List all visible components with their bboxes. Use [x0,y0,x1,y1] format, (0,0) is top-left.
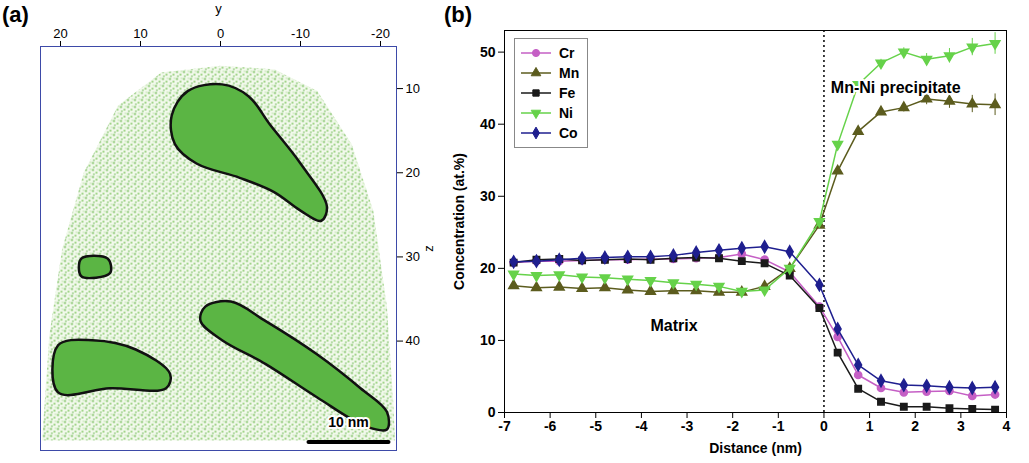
svg-text:-1: -1 [772,418,785,434]
svg-text:-5: -5 [590,418,603,434]
svg-text:Matrix: Matrix [651,317,698,334]
svg-text:0: 0 [488,404,496,420]
svg-text:Distance (nm): Distance (nm) [709,440,802,456]
svg-text:0: 0 [820,418,828,434]
html-text:Fe: Fe [559,85,576,101]
svg-text:1: 1 [866,418,874,434]
svg-text:20: 20 [53,26,67,41]
html-text:Cr: Cr [559,45,575,61]
svg-text:20: 20 [406,165,420,180]
svg-text:50: 50 [480,44,496,60]
svg-text:10: 10 [480,332,496,348]
svg-text:y: y [215,1,222,16]
html-text:(a): (a) [2,2,29,27]
svg-text:40: 40 [480,116,496,132]
svg-text:Concentration (at.%): Concentration (at.%) [451,153,467,290]
svg-text:-6: -6 [544,418,557,434]
svg-text:-20: -20 [371,26,390,41]
svg-text:-3: -3 [681,418,694,434]
svg-text:3: 3 [957,418,965,434]
svg-text:20: 20 [480,260,496,276]
svg-text:40: 40 [406,333,420,348]
html-text:Co: Co [559,125,578,141]
svg-text:-2: -2 [726,418,739,434]
svg-text:0: 0 [217,26,224,41]
svg-text:z: z [421,245,436,252]
svg-text:-7: -7 [498,418,511,434]
html-text:(b): (b) [444,2,473,27]
svg-text:-10: -10 [291,26,310,41]
svg-text:2: 2 [911,418,919,434]
svg-text:10: 10 [133,26,147,41]
svg-text:30: 30 [406,249,420,264]
html-text:Ni: Ni [559,105,573,121]
svg-text:4: 4 [1003,418,1011,434]
html-text:Mn: Mn [559,65,580,81]
svg-text:10: 10 [406,81,420,96]
svg-text:Mn-Ni precipitate: Mn-Ni precipitate [831,79,961,96]
svg-text:10 nm: 10 nm [328,414,368,430]
svg-text:-4: -4 [635,418,648,434]
svg-text:30: 30 [480,188,496,204]
